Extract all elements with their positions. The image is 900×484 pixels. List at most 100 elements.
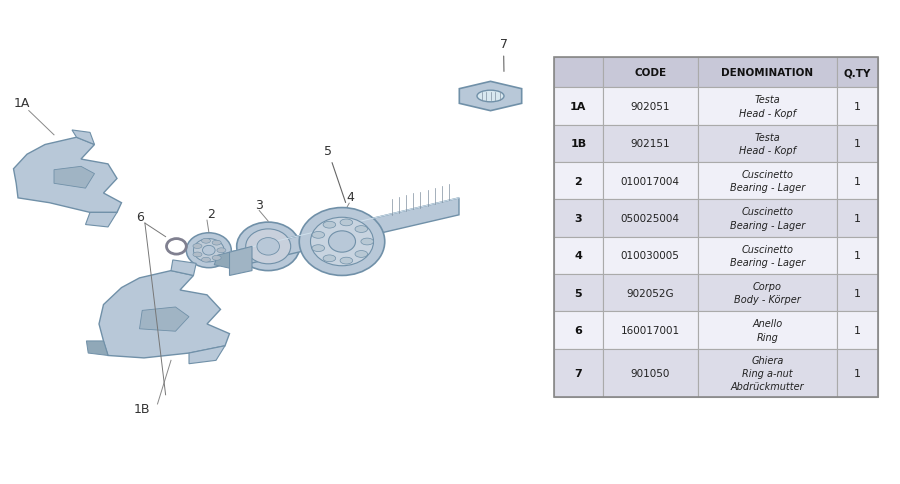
Polygon shape <box>54 167 94 189</box>
Polygon shape <box>189 346 225 364</box>
Text: 5: 5 <box>574 288 582 298</box>
FancyBboxPatch shape <box>698 163 837 200</box>
Text: Testa
Head - Kopf: Testa Head - Kopf <box>739 95 796 118</box>
FancyBboxPatch shape <box>698 200 837 237</box>
Text: 1A: 1A <box>570 102 587 112</box>
Text: Cuscinetto
Bearing - Lager: Cuscinetto Bearing - Lager <box>730 170 805 193</box>
FancyBboxPatch shape <box>554 125 603 163</box>
FancyBboxPatch shape <box>698 349 837 397</box>
Text: 1: 1 <box>854 213 860 224</box>
FancyBboxPatch shape <box>698 58 837 88</box>
Polygon shape <box>140 307 189 332</box>
Ellipse shape <box>310 218 374 266</box>
Polygon shape <box>99 271 230 358</box>
Text: DENOMINATION: DENOMINATION <box>721 68 814 78</box>
FancyBboxPatch shape <box>837 88 877 125</box>
FancyBboxPatch shape <box>554 163 603 200</box>
FancyBboxPatch shape <box>554 312 603 349</box>
FancyBboxPatch shape <box>837 163 877 200</box>
Polygon shape <box>230 198 459 269</box>
Text: 1: 1 <box>854 102 860 112</box>
FancyBboxPatch shape <box>603 349 698 397</box>
FancyBboxPatch shape <box>698 312 837 349</box>
Circle shape <box>217 248 226 253</box>
Circle shape <box>361 239 374 245</box>
Text: 6: 6 <box>136 210 144 223</box>
Ellipse shape <box>328 231 356 253</box>
Text: Testa
Head - Kopf: Testa Head - Kopf <box>739 133 796 155</box>
Text: 1: 1 <box>854 251 860 261</box>
Polygon shape <box>72 131 94 145</box>
Ellipse shape <box>194 239 224 262</box>
FancyBboxPatch shape <box>837 312 877 349</box>
Polygon shape <box>214 253 230 269</box>
FancyBboxPatch shape <box>698 237 837 274</box>
Text: 5: 5 <box>324 145 346 203</box>
Text: 1A: 1A <box>14 96 30 109</box>
Circle shape <box>212 256 221 261</box>
Ellipse shape <box>299 208 385 276</box>
Text: 4: 4 <box>574 251 582 261</box>
Text: 902151: 902151 <box>630 139 670 149</box>
FancyBboxPatch shape <box>603 125 698 163</box>
Text: 1: 1 <box>854 288 860 298</box>
Text: 901050: 901050 <box>631 368 670 378</box>
FancyBboxPatch shape <box>554 237 603 274</box>
FancyBboxPatch shape <box>603 312 698 349</box>
FancyBboxPatch shape <box>698 88 837 125</box>
Text: Q.TY: Q.TY <box>843 68 871 78</box>
Text: 1B: 1B <box>133 402 149 415</box>
Text: Ghiera
Ring a-nut
Abdrückmutter: Ghiera Ring a-nut Abdrückmutter <box>731 355 804 392</box>
Ellipse shape <box>477 91 504 103</box>
Circle shape <box>323 222 336 228</box>
FancyBboxPatch shape <box>837 125 877 163</box>
FancyBboxPatch shape <box>554 88 603 125</box>
Polygon shape <box>171 260 196 276</box>
Text: 1: 1 <box>854 176 860 186</box>
FancyBboxPatch shape <box>603 88 698 125</box>
Polygon shape <box>230 247 252 276</box>
Text: 1B: 1B <box>571 139 586 149</box>
Ellipse shape <box>257 238 279 256</box>
Text: 1: 1 <box>854 368 860 378</box>
Polygon shape <box>86 213 117 227</box>
Circle shape <box>323 256 336 262</box>
FancyBboxPatch shape <box>603 163 698 200</box>
FancyBboxPatch shape <box>603 58 698 88</box>
Text: 902051: 902051 <box>631 102 670 112</box>
FancyBboxPatch shape <box>837 58 877 88</box>
FancyBboxPatch shape <box>554 200 603 237</box>
Circle shape <box>312 232 325 239</box>
Text: 160017001: 160017001 <box>621 325 680 335</box>
Text: 1: 1 <box>854 139 860 149</box>
Text: 050025004: 050025004 <box>621 213 680 224</box>
Text: 2: 2 <box>574 176 582 186</box>
Text: 902052G: 902052G <box>626 288 674 298</box>
Circle shape <box>202 239 211 244</box>
Polygon shape <box>14 138 122 213</box>
FancyBboxPatch shape <box>837 274 877 312</box>
Ellipse shape <box>246 229 291 264</box>
Text: 3: 3 <box>255 198 263 211</box>
Circle shape <box>312 245 325 252</box>
FancyBboxPatch shape <box>837 349 877 397</box>
Text: 2: 2 <box>207 208 215 221</box>
FancyBboxPatch shape <box>603 274 698 312</box>
Text: Anello
Ring: Anello Ring <box>752 319 782 342</box>
FancyBboxPatch shape <box>603 200 698 237</box>
Polygon shape <box>459 82 522 111</box>
Text: Cuscinetto
Bearing - Lager: Cuscinetto Bearing - Lager <box>730 207 805 230</box>
Text: 4: 4 <box>346 191 355 204</box>
FancyBboxPatch shape <box>837 200 877 237</box>
Text: 010017004: 010017004 <box>621 176 680 186</box>
Text: CODE: CODE <box>634 68 666 78</box>
Circle shape <box>212 241 221 245</box>
Circle shape <box>193 253 202 257</box>
Text: 7: 7 <box>500 38 508 72</box>
FancyBboxPatch shape <box>554 274 603 312</box>
Ellipse shape <box>237 223 300 271</box>
FancyBboxPatch shape <box>837 237 877 274</box>
Text: 6: 6 <box>574 325 582 335</box>
Circle shape <box>355 226 367 233</box>
Polygon shape <box>86 341 108 356</box>
